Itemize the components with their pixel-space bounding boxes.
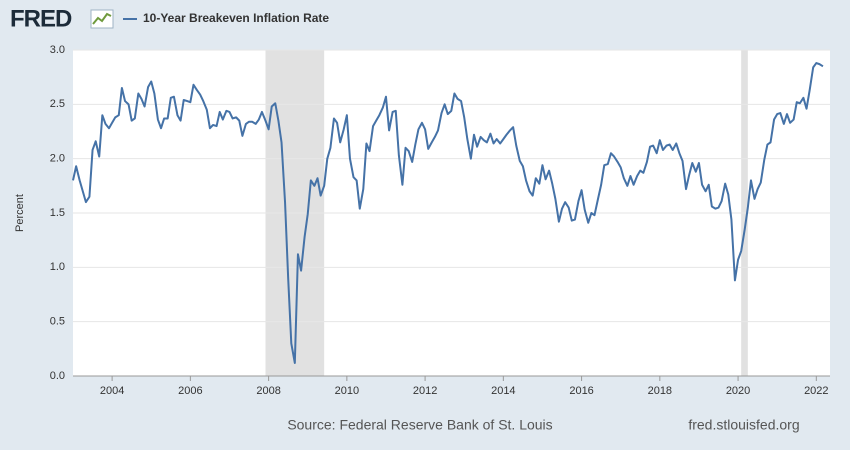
y-tick-label: 2.5 (50, 98, 65, 110)
y-tick-label: 1.0 (50, 261, 65, 273)
logo-icon (90, 9, 114, 29)
y-tick-label: 2.0 (50, 153, 65, 165)
y-tick-label: 0.0 (50, 370, 65, 382)
x-tick-label: 2010 (335, 385, 359, 397)
source: Source: Federal Reserve Bank of St. Loui… (287, 417, 552, 433)
y-tick-label: 0.5 (50, 316, 65, 328)
x-tick-label: 2022 (804, 385, 828, 397)
x-tick-label: 2016 (569, 385, 593, 397)
y-axis-label: Percent (14, 194, 26, 232)
x-tick-label: 2012 (413, 385, 437, 397)
y-tick-label: 3.0 (50, 44, 65, 56)
x-tick-label: 2018 (648, 385, 672, 397)
x-tick-label: 2014 (491, 385, 515, 397)
y-tick-label: 1.5 (50, 207, 65, 219)
logo[interactable]: FRED (10, 5, 73, 32)
x-tick-label: 2006 (178, 385, 202, 397)
x-tick-label: 2008 (256, 385, 280, 397)
x-tick-label: 2004 (100, 385, 124, 397)
legend-label: 10-Year Breakeven Inflation Rate (143, 11, 329, 25)
site-link[interactable]: fred.stlouisfed.org (688, 417, 799, 433)
series-line (72, 62, 824, 364)
x-tick-label: 2020 (726, 385, 750, 397)
